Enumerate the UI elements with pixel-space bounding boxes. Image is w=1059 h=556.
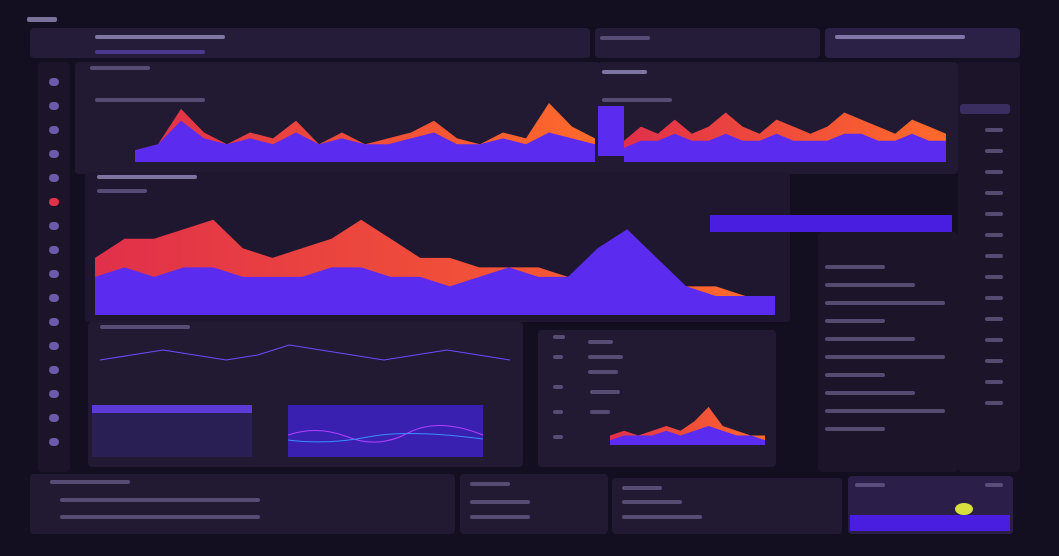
top-bar-tabs[interactable] [95, 50, 205, 54]
trend-line-chart [99, 344, 511, 361]
detail-list-item [825, 337, 915, 341]
link-icon[interactable] [49, 390, 59, 398]
line-series [99, 344, 511, 361]
metric-item [553, 410, 563, 414]
detail-list-item [825, 373, 885, 377]
users-icon[interactable] [49, 174, 59, 182]
metric-item [590, 390, 620, 394]
app-logo [27, 17, 57, 22]
area-series-front [135, 120, 595, 162]
purple-band [710, 215, 952, 232]
bottom-bar [850, 515, 1010, 531]
bottom-item [470, 500, 530, 504]
metric-item [590, 410, 610, 414]
bottom-item [622, 515, 702, 519]
logout-icon[interactable] [49, 438, 59, 446]
detail-list-item [825, 391, 915, 395]
right-list-item [985, 149, 1003, 153]
secondary-title [602, 70, 647, 74]
chart-icon[interactable] [49, 102, 59, 110]
layers-icon[interactable] [49, 222, 59, 230]
detail-list-item [825, 427, 885, 431]
search-placeholder [600, 36, 650, 40]
right-list-item [985, 170, 1003, 174]
right-list-item [985, 317, 1003, 321]
trend-title [100, 325, 190, 329]
right-list-item [985, 212, 1003, 216]
bottom-item [470, 482, 510, 486]
main-area-chart [95, 219, 775, 315]
metric-item [588, 340, 613, 344]
right-list-item [985, 380, 1003, 384]
right-list-item [985, 254, 1003, 258]
bottom-item [622, 500, 682, 504]
right-list-item [985, 359, 1003, 363]
right-list-item [985, 401, 1003, 405]
help-icon[interactable] [49, 414, 59, 422]
area-series-front [95, 229, 775, 315]
right-list-item [985, 296, 1003, 300]
right-badge[interactable] [960, 104, 1010, 114]
area-series-front [610, 426, 765, 445]
secondary-subtitle [602, 98, 672, 102]
search-box[interactable] [595, 28, 820, 58]
status-dot [955, 503, 973, 515]
overview-area-chart [135, 103, 595, 162]
metrics-panel [538, 330, 776, 467]
sidebar [38, 62, 70, 472]
bottom-item [855, 483, 885, 487]
circle-icon[interactable] [49, 126, 59, 134]
user-box[interactable] [825, 28, 1020, 58]
bottom-item [60, 498, 260, 502]
mini-chart-1-bar [92, 405, 252, 413]
list-icon[interactable] [49, 270, 59, 278]
right-column [958, 62, 1020, 472]
bottom-item [60, 515, 260, 519]
grid-icon[interactable] [49, 150, 59, 158]
secondary-area-chart [624, 112, 946, 162]
mini-chart-1 [92, 405, 252, 457]
overview-subtitle [95, 98, 205, 102]
bottom-item [470, 515, 530, 519]
metric-item [553, 335, 565, 339]
details-panel [818, 232, 958, 472]
metric-item [553, 385, 563, 389]
detail-list-item [825, 355, 945, 359]
bottom-item [622, 486, 662, 490]
metric-item [553, 435, 563, 439]
settings-icon[interactable] [49, 246, 59, 254]
detail-list-item [825, 265, 885, 269]
top-bar-title [95, 35, 225, 39]
folder-icon[interactable] [49, 294, 59, 302]
overview-title [90, 66, 150, 70]
bell-icon[interactable] [49, 342, 59, 350]
detail-list-item [825, 319, 885, 323]
metric-item [588, 355, 623, 359]
area-series-front [624, 133, 946, 162]
bottom-item [985, 483, 1003, 487]
metric-item [588, 370, 618, 374]
main-chart-legend [97, 189, 147, 193]
detail-list-item [825, 409, 945, 413]
metrics-area-chart [610, 406, 765, 445]
mini-chart-2-lines [287, 424, 484, 443]
detail-list-item [825, 301, 945, 305]
metric-item [553, 355, 563, 359]
alert-icon[interactable] [49, 198, 59, 206]
clock-icon[interactable] [49, 366, 59, 374]
mail-icon[interactable] [49, 318, 59, 326]
main-chart-title [97, 175, 197, 179]
right-list-item [985, 128, 1003, 132]
right-list-item [985, 233, 1003, 237]
right-list-item [985, 191, 1003, 195]
bottom-panel-1 [30, 474, 455, 534]
user-name [835, 35, 965, 39]
bottom-item [50, 480, 130, 484]
dashboard-icon[interactable] [49, 78, 59, 86]
right-list-item [985, 338, 1003, 342]
right-list-item [985, 275, 1003, 279]
detail-list-item [825, 283, 915, 287]
highlight-bar [598, 106, 624, 156]
